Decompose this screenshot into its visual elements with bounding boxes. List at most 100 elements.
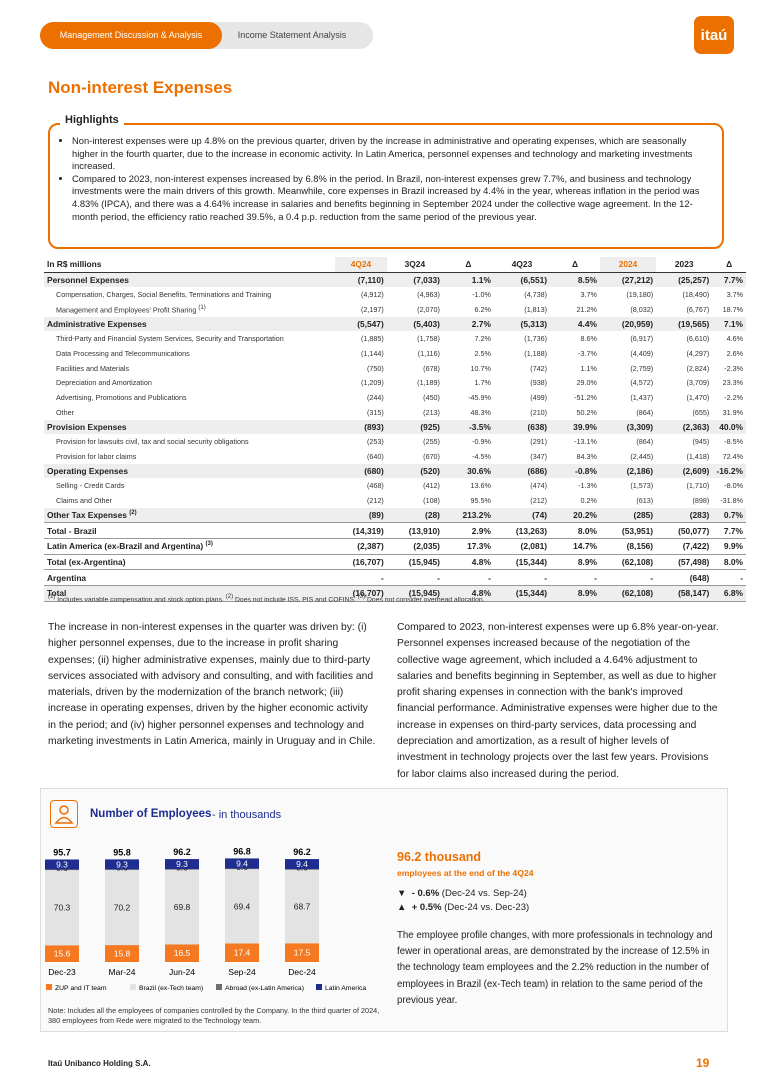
cell: -45.9% (468, 393, 491, 403)
label-text: Total - Brazil (47, 525, 97, 536)
cell: (450) (423, 393, 440, 403)
cell: (2,759) (630, 363, 654, 373)
cell: (1,144) (360, 348, 384, 358)
cell: 4.8% (442, 585, 494, 602)
cell: - (493, 569, 551, 586)
cell: (19,180) (626, 290, 654, 300)
cell: (244) (366, 393, 384, 403)
cell: -3.7% (578, 348, 597, 358)
table-row: Other Tax Expenses (2) (89) (28) 213.2% (74)… (44, 507, 746, 523)
employees-box (40, 788, 728, 1032)
segment-label: 9.3 (116, 859, 128, 869)
cell: (108) (423, 495, 440, 505)
segment-label: 9.4 (296, 859, 308, 869)
cell: (4,912) (360, 290, 384, 300)
cell: (1,710) (686, 481, 710, 491)
cell: (2,197) (360, 304, 384, 314)
segment-label: 70.2 (114, 903, 131, 913)
cell: 40.0% (712, 419, 746, 435)
row-label: Management and Employees' Profit Sharing… (44, 302, 335, 317)
cell: (1,470) (686, 393, 710, 403)
cell: 7.2% (474, 334, 491, 344)
label-text: Latin America (ex-Brazil and Argentina) (47, 541, 204, 552)
bar-segment (285, 869, 319, 870)
segment-label: 17.5 (294, 948, 311, 958)
row-label: Compensation, Charges, Social Benefits, … (44, 287, 335, 302)
cell: 7.7% (712, 272, 746, 288)
cell: 14.7% (550, 538, 600, 555)
cell: 48.3% (470, 407, 491, 417)
tab[interactable]: Management Discussion & Analysis (40, 22, 222, 49)
cell: (2,363) (656, 419, 713, 435)
cell: 30.6% (442, 463, 494, 479)
cell: (638) (493, 419, 551, 435)
segment-label: 69.8 (174, 902, 191, 912)
cell: (19,565) (656, 316, 713, 332)
cell: -13.1% (574, 437, 597, 447)
arrow-down: ▼ (397, 888, 407, 899)
cell: (315) (366, 407, 384, 417)
total-label: 96.2 (293, 847, 311, 857)
bar-segment (165, 869, 199, 945)
footnote-mark: (1) (198, 304, 206, 311)
change-row: ▲ + 0.5% (Dec-24 vs. Dec-23) (397, 902, 529, 913)
cell: 2.7% (442, 316, 494, 332)
cell: -31.8% (720, 495, 743, 505)
bar-segment (165, 944, 199, 962)
cell: -3.5% (442, 419, 494, 435)
box-subtitle: - in thousands (212, 809, 282, 821)
table-row: Claims and Other (212) (108) 95.5% (212) 0.2%… (44, 493, 746, 508)
header-cell: 4Q23 (493, 257, 551, 273)
table-row: Compensation, Charges, Social Benefits, … (44, 287, 746, 302)
cell: 39.9% (550, 419, 600, 435)
bar-segment (105, 869, 139, 946)
header-cell: 2023 (656, 257, 713, 273)
cell: (53,951) (599, 522, 657, 539)
box-note: Note: Includes all the employees of comp… (48, 1006, 380, 1025)
header-row: In R$ millions 4Q24 3Q24 Δ 4Q23 Δ 2024 2023 Δ (44, 257, 746, 273)
label-text: Provision for lawsuits civil, tax and so… (56, 437, 249, 447)
cell: (285) (599, 507, 657, 523)
cell: (74) (493, 507, 551, 523)
cell: (18,490) (682, 290, 710, 300)
cell: -16.2% (712, 463, 746, 479)
cell: -1.0% (472, 290, 491, 300)
category-label: Dec-23 (48, 967, 76, 977)
bar-segment (165, 869, 199, 870)
cell: (2,824) (686, 363, 710, 373)
table-row: Facilities and Materials (750) (678) 10.7% (… (44, 361, 746, 376)
tab[interactable]: Income Statement Analysis (237, 30, 347, 40)
row-label: Total (44, 585, 336, 602)
legend-label: Abroad (ex-Latin America) (225, 985, 304, 992)
cell: (89) (335, 507, 387, 523)
label-text: Argentina (47, 572, 87, 583)
cell: 1.1% (442, 272, 494, 288)
segment-label: 15.8 (114, 949, 131, 959)
row-label: Depreciation and Amortization (44, 376, 335, 391)
cell: - (712, 569, 746, 586)
table-row: Management and Employees' Profit Sharing… (44, 302, 746, 317)
cell: (1,758) (417, 334, 440, 344)
row-label: Provision for lawsuits civil, tax and so… (44, 434, 335, 449)
row-label: Third-Party and Financial System Service… (44, 331, 335, 346)
cell: 18.7% (722, 304, 743, 314)
cell: - (599, 569, 657, 586)
cell: (14,319) (335, 522, 387, 539)
cell: (20,959) (599, 316, 657, 332)
footnote-text: Includes variable compensation and stock… (57, 596, 224, 604)
cell: (8,032) (630, 304, 654, 314)
cell: 4.8% (442, 553, 494, 570)
footnote-mark: (1) (48, 594, 56, 600)
cell: (15,945) (386, 553, 443, 570)
label-text: Depreciation and Amortization (56, 378, 152, 388)
row-label: Administrative Expenses (44, 316, 336, 332)
box-title: Number of Employees (90, 808, 212, 820)
cell: (62,108) (599, 553, 657, 570)
cell: (2,186) (599, 463, 657, 479)
segment-label: 16.5 (174, 948, 191, 958)
cell: (1,189) (417, 378, 440, 388)
cell: (13,910) (386, 522, 443, 539)
cell: (16,707) (335, 553, 387, 570)
segment-label: 69.4 (234, 901, 251, 911)
cell: 13.6% (470, 481, 491, 491)
